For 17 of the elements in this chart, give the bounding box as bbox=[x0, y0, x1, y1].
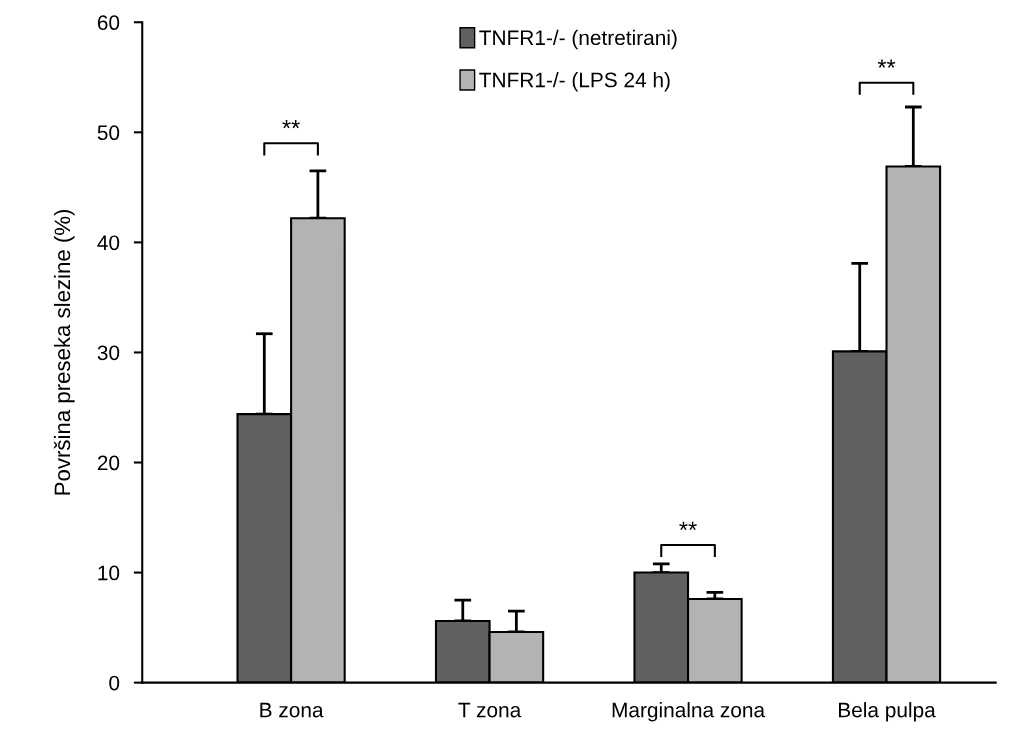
y-tick-label: 50 bbox=[97, 125, 120, 141]
legend-label: TNFR1-/- (LPS 24 h) bbox=[479, 72, 670, 92]
x-tick-label: Bela pulpa bbox=[839, 702, 936, 722]
y-tick-label: 0 bbox=[109, 675, 120, 691]
annotation: ** bbox=[282, 119, 300, 129]
x-tick-label: B zona bbox=[260, 702, 324, 718]
legend-label: TNFR1-/- (netretirani) bbox=[479, 29, 677, 50]
y-tick-label: 30 bbox=[97, 345, 120, 361]
y-tick-label: 60 bbox=[97, 15, 120, 31]
annotation: ** bbox=[877, 59, 896, 68]
y-tick-label: 20 bbox=[97, 455, 120, 471]
y-tick-label: 10 bbox=[98, 565, 120, 581]
annotation: ** bbox=[679, 521, 697, 531]
y-axis-title: Površina preseka slezine (%) bbox=[53, 209, 75, 495]
y-tick-label: 40 bbox=[97, 235, 120, 251]
x-tick-label: T zona bbox=[458, 702, 522, 718]
x-tick-label: Marginalna zona bbox=[612, 702, 766, 722]
